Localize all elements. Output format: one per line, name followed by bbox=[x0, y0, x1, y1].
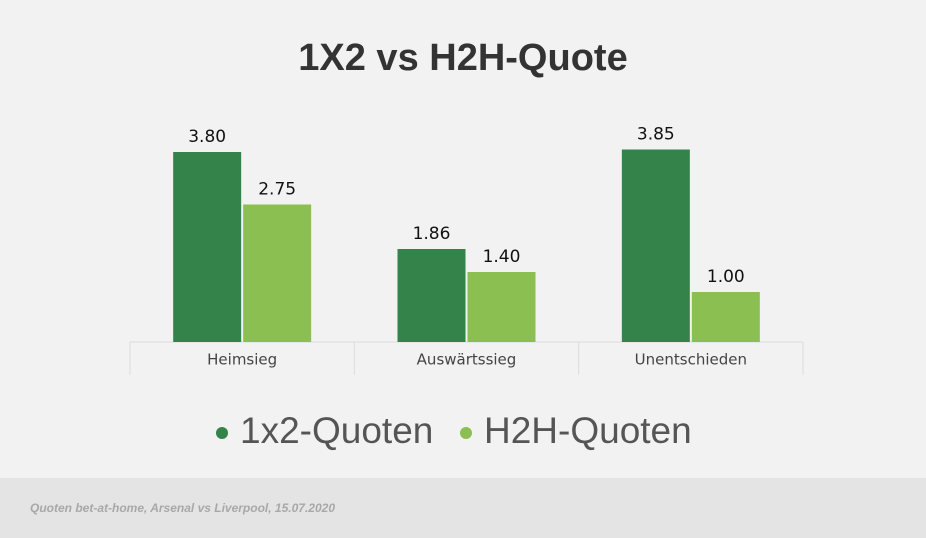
x-tick-label: Unentschieden bbox=[635, 351, 747, 369]
legend-label: H2H-Quoten bbox=[484, 410, 692, 451]
value-label: 3.80 bbox=[188, 127, 226, 147]
chart-title: 1X2 vs H2H-Quote bbox=[298, 37, 627, 79]
value-label: 1.86 bbox=[413, 224, 451, 244]
legend-marker bbox=[460, 427, 472, 439]
x-tick-label: Auswärtssieg bbox=[417, 351, 517, 369]
bar bbox=[173, 152, 242, 342]
value-label: 3.85 bbox=[637, 125, 675, 145]
bar bbox=[397, 249, 466, 342]
bar bbox=[621, 149, 690, 342]
value-label: 2.75 bbox=[258, 180, 296, 200]
legend-label: 1x2-Quoten bbox=[240, 410, 433, 451]
x-tick-label: Heimsieg bbox=[207, 351, 277, 369]
source-note: Quoten bet-at-home, Arsenal vs Liverpool… bbox=[30, 501, 335, 515]
bar bbox=[243, 204, 312, 342]
bar bbox=[691, 292, 760, 342]
value-label: 1.40 bbox=[483, 247, 521, 267]
legend-marker bbox=[216, 427, 228, 439]
bar bbox=[467, 272, 536, 342]
footer-band bbox=[0, 478, 926, 538]
value-label: 1.00 bbox=[707, 267, 745, 287]
